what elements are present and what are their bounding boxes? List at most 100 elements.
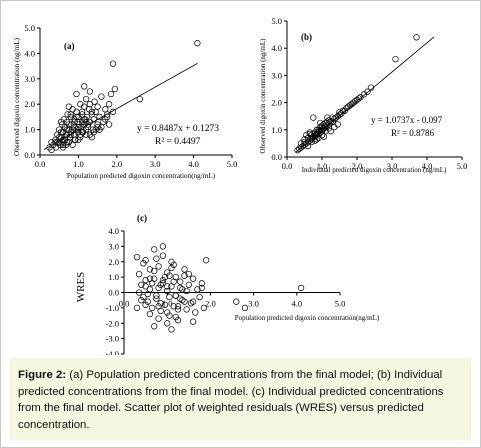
- data-point: [142, 277, 149, 284]
- data-point: [318, 132, 326, 139]
- data-point: [297, 140, 305, 147]
- data-point: [301, 136, 308, 143]
- data-point: [140, 293, 147, 301]
- data-point: [334, 121, 341, 128]
- data-point: [174, 317, 182, 324]
- data-point: [166, 312, 173, 319]
- data-point: [189, 318, 197, 325]
- data-point: [164, 309, 171, 316]
- data-point: [65, 103, 72, 110]
- data-point: [153, 295, 160, 302]
- x-tick-label: 3.0: [150, 159, 161, 169]
- data-point: [136, 95, 143, 103]
- data-point: [177, 278, 184, 285]
- data-point: [364, 88, 371, 95]
- data-point: [157, 281, 164, 288]
- data-point: [155, 315, 162, 322]
- y-tick-label: 5.0: [271, 16, 282, 26]
- data-point: [164, 283, 171, 290]
- y-tick-label: 2.0: [271, 98, 282, 108]
- data-point: [155, 263, 162, 270]
- data-point: [138, 281, 145, 288]
- y-tick-label: 3.0: [271, 70, 282, 80]
- data-point: [168, 264, 175, 272]
- data-point: [146, 266, 154, 273]
- data-point: [151, 323, 158, 330]
- x-tick-label: 5.0: [457, 161, 468, 171]
- y-tick-label: 0.0: [24, 150, 35, 160]
- data-point: [75, 136, 82, 143]
- y-axis-title: WRES: [75, 272, 87, 303]
- trendline-equation: y = 1.0737x - 0.097: [371, 115, 443, 125]
- data-point: [161, 273, 169, 281]
- data-point: [146, 310, 154, 318]
- data-point: [88, 134, 95, 141]
- data-point: [96, 126, 103, 133]
- data-point: [56, 134, 63, 141]
- data-point: [185, 281, 192, 288]
- data-point: [81, 83, 88, 90]
- y-tick-label: 2.0: [108, 257, 119, 267]
- y-tick-label: 4.0: [271, 43, 282, 53]
- x-tick-label: 1.0: [317, 161, 328, 171]
- data-point: [105, 101, 113, 108]
- y-tick-label: -1.0: [106, 303, 119, 313]
- caption-body: (a) Population predicted concentrations …: [18, 369, 444, 431]
- data-point: [189, 298, 197, 305]
- data-point: [179, 297, 186, 304]
- data-point: [140, 260, 147, 267]
- data-point: [189, 275, 197, 282]
- data-point: [82, 131, 90, 138]
- data-point: [174, 303, 182, 310]
- data-point: [233, 298, 240, 305]
- y-tick-label: 2.0: [24, 99, 35, 109]
- data-point: [198, 280, 205, 287]
- data-point: [202, 257, 210, 264]
- x-tick-label: 5.0: [335, 299, 346, 309]
- panel-label: (c): [137, 213, 147, 223]
- x-tick-label: 0.0: [119, 299, 130, 309]
- data-point: [317, 119, 324, 127]
- y-tick-label: 4.0: [24, 48, 35, 58]
- y-tick-label: -2.0: [106, 318, 119, 328]
- data-point: [52, 139, 59, 146]
- data-point: [177, 295, 184, 302]
- data-point: [313, 136, 320, 143]
- data-point: [86, 88, 94, 95]
- data-point: [336, 111, 343, 118]
- data-point: [153, 255, 160, 262]
- data-point: [194, 40, 201, 47]
- data-point: [142, 283, 149, 290]
- data-point: [170, 278, 177, 285]
- trendline: [295, 36, 435, 153]
- x-tick-label: 2.0: [111, 159, 122, 169]
- data-point: [241, 304, 249, 312]
- x-tick-label: 4.0: [188, 159, 199, 169]
- panel-label: (a): [64, 41, 75, 51]
- y-tick-label: 4.0: [108, 226, 119, 236]
- data-point: [71, 136, 78, 143]
- data-point: [168, 326, 175, 333]
- caption-label: Figure 2:: [18, 369, 67, 381]
- y-tick-label: -3.0: [106, 334, 119, 344]
- data-point: [324, 114, 331, 121]
- data-point: [151, 246, 158, 253]
- data-point: [161, 301, 169, 308]
- figure-charts: 0.0 1.0 2.0 3.0 4.0 5.0 0.0 1.0 2.0 3.0 4.0 5.0 (a) y…: [13, 16, 468, 355]
- data-point: [142, 301, 149, 308]
- data-point: [79, 108, 86, 115]
- data-point: [146, 275, 154, 282]
- data-point: [172, 313, 179, 321]
- y-tick-label: 1.0: [108, 272, 119, 282]
- x-axis-title: Population predicted digoxin concentrati…: [67, 172, 216, 180]
- data-point: [135, 270, 143, 278]
- data-point: [194, 286, 201, 293]
- data-point: [200, 304, 208, 312]
- r-squared-label: R² = 0.8786: [391, 128, 435, 138]
- figure-caption: Figure 2: (a) Population predicted conce…: [18, 367, 468, 433]
- data-point: [166, 293, 173, 301]
- data-point: [105, 121, 113, 128]
- trendline-equation: y = 0.8487x + 0.1273: [137, 124, 219, 134]
- data-point: [170, 261, 177, 268]
- data-point: [82, 95, 90, 103]
